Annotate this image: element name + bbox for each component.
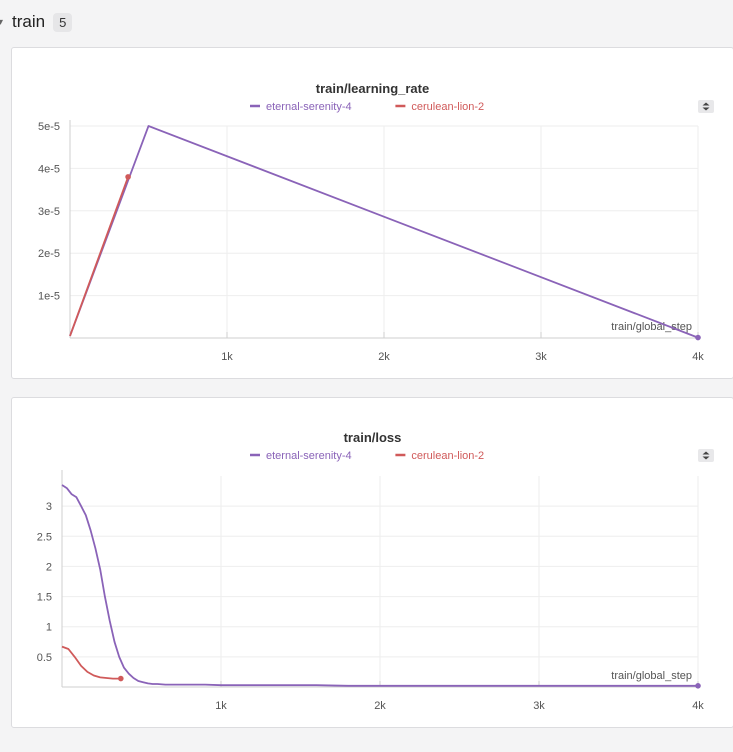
y-tick-label: 3e-5	[38, 206, 60, 218]
learning-rate-chart: train/learning_rate eternal-serenity-4 cer…	[38, 81, 714, 363]
y-tick-label: 2	[46, 561, 52, 573]
chart-panel-learning-rate: train/learning_rate eternal-serenity-4 cer…	[11, 47, 733, 379]
series-line-eternal-serenity-4	[61, 484, 698, 687]
section-title: train	[12, 12, 46, 31]
x-tick-label: 2k	[378, 351, 390, 363]
legend-label-cerulean-lion-2: cerulean-lion-2	[411, 101, 484, 113]
y-tick-label: 0.5	[37, 652, 52, 664]
x-tick-label: 1k	[215, 700, 227, 712]
series-endpoint-cerulean-lion-2	[125, 174, 131, 180]
section-header[interactable]: ▾ train 5	[0, 8, 73, 36]
x-tick-label: 4k	[692, 700, 704, 712]
legend-label-eternal-serenity-4: eternal-serenity-4	[266, 450, 352, 462]
x-tick-label: 3k	[535, 351, 547, 363]
panel-count-badge: 5	[53, 12, 73, 32]
y-tick-label: 2e-5	[38, 248, 60, 260]
expand-icon[interactable]	[698, 100, 714, 113]
expand-icon[interactable]	[698, 449, 714, 462]
chevron-down-icon[interactable]: ▾	[0, 16, 4, 28]
series-line-cerulean-lion-2	[69, 176, 129, 337]
x-axis-label: train/global_step	[611, 670, 692, 682]
x-tick-label: 3k	[533, 700, 545, 712]
series-endpoint-eternal-serenity-4	[695, 334, 701, 341]
loss-chart: train/loss eternal-serenity-4 cerulean-lio…	[37, 430, 714, 712]
chart-title: train/learning_rate	[316, 81, 429, 96]
series-endpoint-cerulean-lion-2	[118, 675, 124, 682]
y-tick-label: 5e-5	[38, 121, 60, 133]
x-tick-label: 4k	[692, 351, 704, 363]
x-axis-label: train/global_step	[611, 321, 692, 333]
y-tick-label: 1.5	[37, 592, 52, 604]
y-tick-label: 2.5	[37, 531, 52, 543]
chart-panel-loss: train/loss eternal-serenity-4 cerulean-lio…	[11, 397, 733, 728]
y-tick-label: 1	[46, 622, 52, 634]
x-tick-label: 1k	[221, 351, 233, 363]
legend-label-eternal-serenity-4: eternal-serenity-4	[266, 101, 352, 113]
y-tick-label: 4e-5	[38, 163, 60, 175]
legend-label-cerulean-lion-2: cerulean-lion-2	[411, 450, 484, 462]
chart-title: train/loss	[344, 430, 402, 445]
y-tick-label: 1e-5	[38, 291, 60, 303]
series-endpoint-eternal-serenity-4	[695, 682, 701, 689]
series-line-cerulean-lion-2	[61, 645, 121, 680]
x-tick-label: 2k	[374, 700, 386, 712]
y-tick-label: 3	[46, 501, 52, 513]
